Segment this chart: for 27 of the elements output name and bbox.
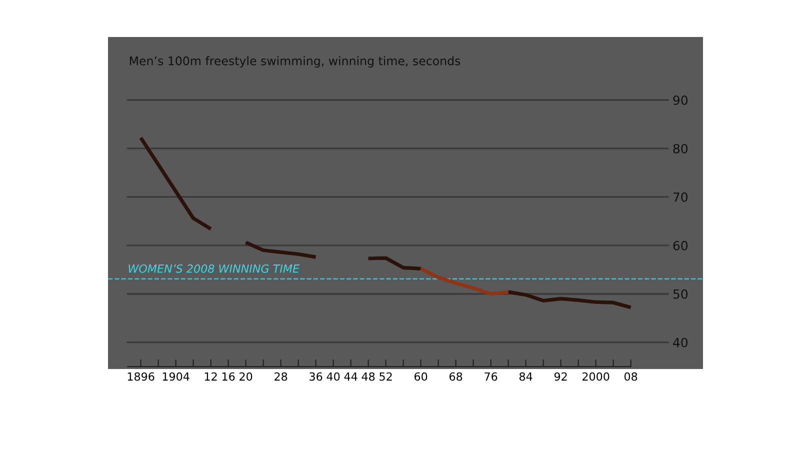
x-tick-label: 28 [274,372,288,381]
x-tick-label: 48 [362,372,375,381]
x-tick-label: 20 [240,372,252,381]
y-tick-label: 80 [673,144,688,154]
y-tick-label: 60 [673,240,688,250]
x-tick-label: 08 [624,372,638,381]
x-tick-label: 84 [519,372,532,381]
y-tick-label: 70 [673,192,688,202]
y-tick-label: 40 [673,338,688,348]
x-tick-label: 16 [222,372,235,381]
x-tick-label: 2000 [582,372,610,381]
x-tick-label: 1904 [162,372,190,381]
text: Men’s 100m freestyle swimming, winning time, seconds [130,56,460,68]
x-tick-label: 76 [484,372,498,381]
x-tick-label: 40 [326,372,340,381]
x-tick-label: 12 [204,372,217,381]
x-tick-label: 52 [380,372,392,381]
y-tick-label: 50 [673,289,688,299]
y-tick-label: 90 [673,95,688,105]
x-tick-label: 1896 [128,372,154,381]
x-tick-label: 68 [450,372,462,381]
ref-line-label: WOMEN’S 2008 WINNING TIME [128,264,300,273]
x-tick-label: 44 [344,372,358,381]
x-tick-label: 92 [554,372,567,381]
line-series [419,266,510,296]
x-tick-label: 60 [414,372,428,381]
x-tick-label: 36 [310,372,322,381]
